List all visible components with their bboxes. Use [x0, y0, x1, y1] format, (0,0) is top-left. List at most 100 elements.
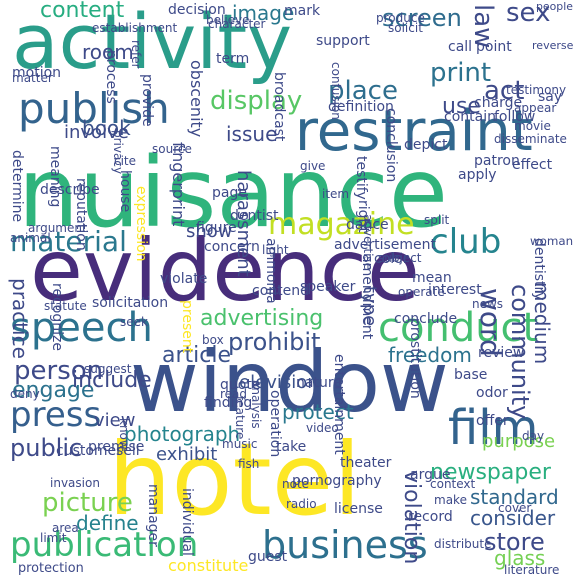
word-place: place: [328, 76, 398, 106]
word-issue: issue: [226, 122, 278, 146]
word-quote: quote: [220, 377, 261, 393]
word-news: news: [472, 297, 504, 311]
word-make: make: [434, 493, 467, 507]
word-record: record: [408, 509, 453, 525]
word-box: box: [202, 333, 224, 347]
word-store: store: [484, 528, 545, 556]
word-determine: determine: [9, 150, 25, 223]
word-television: television: [232, 372, 319, 393]
word-newspaper: newspaper: [430, 460, 551, 485]
word-include: include: [72, 368, 152, 393]
word-say: say: [538, 89, 563, 105]
word-engage: engage: [12, 378, 95, 403]
word-define: define: [76, 511, 139, 535]
word-review: review: [478, 345, 525, 361]
word-mark: mark: [284, 3, 321, 19]
word-book: book: [82, 116, 131, 140]
word-entertainment: entertainment: [331, 354, 347, 455]
word-testimony: testimony: [506, 83, 567, 97]
word-glass: glass: [494, 546, 546, 570]
word-limit: limit: [40, 531, 67, 545]
word-guest: guest: [248, 549, 288, 565]
word-fish: fish: [238, 457, 260, 471]
word-contain: contain: [444, 109, 496, 125]
word-practice: practice: [8, 278, 32, 359]
word-suggest: suggest: [84, 362, 132, 376]
word-material: material: [10, 225, 127, 258]
word-point: point: [476, 39, 512, 55]
word-odor: odor: [476, 385, 508, 401]
word-feature: feature: [233, 396, 247, 440]
word-motion: motion: [12, 65, 62, 81]
word-radio: radio: [286, 497, 317, 511]
word-nature: nature: [296, 375, 342, 391]
word-conduct: conduct: [378, 305, 539, 351]
word-pornography: pornography: [292, 473, 382, 489]
word-theater: theater: [340, 455, 392, 471]
word-color: color: [374, 251, 409, 267]
word-interest: interest: [428, 282, 482, 298]
word-seek: seek: [120, 315, 148, 329]
word-call: call: [448, 39, 473, 55]
word-note: note: [282, 477, 310, 491]
word-restraint: restraint: [295, 99, 533, 164]
word-light: light: [262, 243, 289, 257]
word-content: content: [40, 0, 125, 23]
word-reverse: reverse: [532, 39, 574, 52]
word-advertising: advertising: [200, 306, 324, 331]
word-literature: literature: [504, 563, 560, 576]
word-house: house: [117, 170, 133, 213]
word-standard: standard: [470, 485, 559, 509]
word-refer: refer: [129, 40, 143, 69]
word-operation: operation: [267, 390, 283, 458]
word-area: area: [52, 521, 79, 535]
word-involve: involve: [64, 122, 129, 143]
word-dance: dance: [346, 217, 389, 233]
word-recognize: recognize: [49, 283, 65, 351]
word-show: show: [186, 221, 233, 242]
word-establishment: establishment: [92, 21, 178, 35]
word-dentistry: dentistry: [531, 238, 547, 301]
word-meaning: meaning: [47, 146, 63, 208]
word-solicitation: solicitation: [92, 295, 169, 311]
word-deny: deny: [10, 387, 40, 401]
word-print: print: [430, 58, 492, 88]
word-testify: testify: [353, 156, 369, 200]
word-protect: protect: [282, 400, 354, 424]
word-context: context: [430, 477, 476, 491]
word-constitute: constitute: [168, 556, 249, 575]
word-display: display: [210, 86, 303, 116]
word-premise: premise: [88, 439, 145, 455]
word-person: person: [14, 356, 104, 386]
word-solicit: solicit: [388, 21, 423, 35]
word-apply: apply: [458, 167, 497, 183]
word-purpose: purpose: [482, 431, 556, 452]
word-invasion: invasion: [50, 476, 100, 490]
word-advertisement: advertisement: [334, 237, 437, 253]
word-statute: statute: [44, 299, 87, 313]
word-appear: appear: [514, 101, 557, 115]
word-nuisance: nuisance: [18, 137, 448, 249]
word-produce: produce: [376, 11, 425, 25]
word-confusion: confusion: [329, 62, 343, 120]
word-manager: manager: [145, 484, 161, 547]
word-support: support: [316, 33, 370, 49]
word-finding: finding: [204, 395, 253, 411]
word-provide: provide: [139, 74, 155, 127]
word-music: music: [222, 437, 258, 451]
word-sell: sell: [116, 443, 140, 459]
word-mean: mean: [412, 270, 452, 286]
word-room: room: [82, 40, 134, 64]
word-base: base: [454, 367, 488, 383]
word-prostitution: prostitution: [407, 318, 423, 399]
word-day: day: [522, 429, 545, 443]
word-decision: decision: [168, 2, 226, 18]
word-argue: argue: [410, 467, 451, 483]
word-window: window: [130, 333, 449, 431]
word-offer: offer: [476, 413, 509, 429]
word-act: act: [484, 76, 525, 106]
word-press: press: [10, 395, 102, 435]
word-community: community: [506, 284, 534, 420]
word-split: split: [424, 213, 450, 227]
